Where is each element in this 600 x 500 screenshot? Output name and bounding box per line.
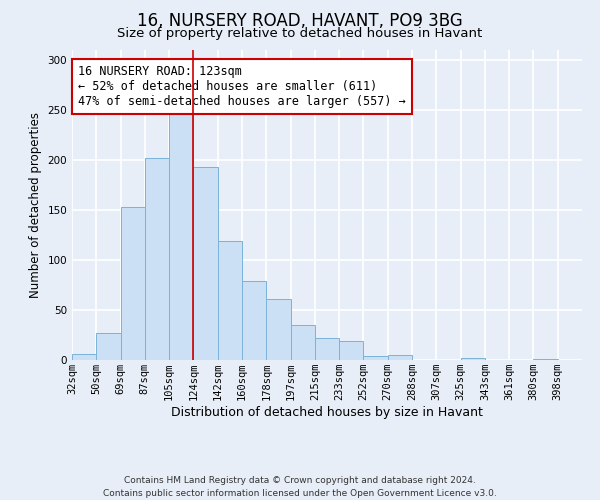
Text: Size of property relative to detached houses in Havant: Size of property relative to detached ho… — [118, 28, 482, 40]
Bar — [339, 341, 364, 360]
Bar — [364, 356, 388, 360]
Text: 16 NURSERY ROAD: 123sqm
← 52% of detached houses are smaller (611)
47% of semi-d: 16 NURSERY ROAD: 123sqm ← 52% of detache… — [78, 65, 406, 108]
Bar — [290, 325, 315, 360]
Bar — [315, 338, 339, 360]
Bar — [169, 110, 193, 360]
X-axis label: Distribution of detached houses by size in Havant: Distribution of detached houses by size … — [171, 406, 483, 419]
Bar — [242, 281, 266, 360]
Bar — [533, 359, 558, 360]
Bar — [388, 355, 412, 360]
Bar — [193, 167, 218, 360]
Bar — [145, 158, 169, 360]
Text: Contains HM Land Registry data © Crown copyright and database right 2024.
Contai: Contains HM Land Registry data © Crown c… — [103, 476, 497, 498]
Bar — [461, 358, 485, 360]
Bar — [96, 333, 121, 360]
Bar — [266, 299, 290, 360]
Bar — [121, 207, 145, 360]
Text: 16, NURSERY ROAD, HAVANT, PO9 3BG: 16, NURSERY ROAD, HAVANT, PO9 3BG — [137, 12, 463, 30]
Bar — [72, 354, 96, 360]
Y-axis label: Number of detached properties: Number of detached properties — [29, 112, 42, 298]
Bar — [218, 241, 242, 360]
